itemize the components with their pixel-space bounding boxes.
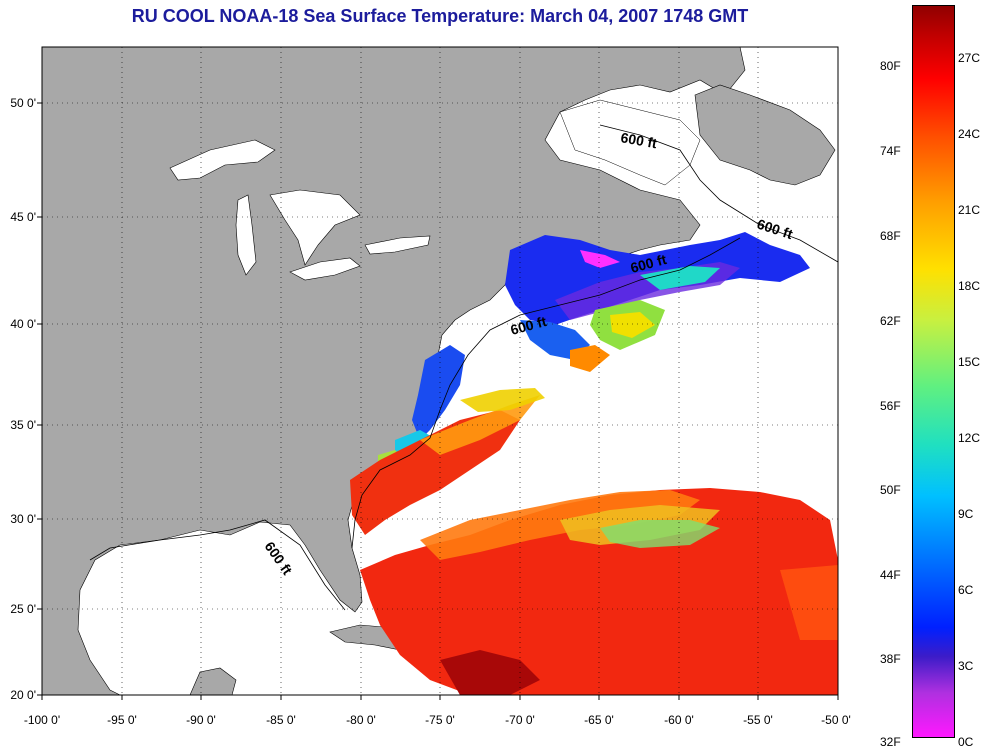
colorbar-f-label: 80F [880,59,901,73]
colorbar-f-label: 62F [880,314,901,328]
x-tick-label: -100 0' [24,713,60,727]
colorbar-f-label: 68F [880,229,901,243]
colorbar [912,5,955,738]
x-tick-label: -70 0' [505,713,535,727]
y-tick-label: 30 0' [10,512,36,526]
colorbar-c-label: 15C [958,355,981,369]
map-title: RU COOL NOAA-18 Sea Surface Temperature:… [131,6,749,26]
y-tick-label: 25 0' [10,602,36,616]
y-tick-label: 40 0' [10,317,36,331]
x-tick-label: -55 0' [743,713,773,727]
colorbar-f-label: 50F [880,483,901,497]
y-tick-label: 50 0' [10,96,36,110]
x-tick-label: -95 0' [107,713,137,727]
colorbar-c-label: 9C [958,507,974,521]
colorbar-c-label: 27C [958,51,981,65]
colorbar-f-label: 56F [880,399,901,413]
graticule [42,47,838,695]
colorbar-f-label: 44F [880,568,901,582]
x-tick-label: -90 0' [186,713,216,727]
contour-600ft [89,124,839,611]
colorbar-c-label: 3C [958,659,974,673]
x-tick-label: -50 0' [821,713,851,727]
colorbar-c-label: 21C [958,203,981,217]
sst-patches [350,232,838,695]
y-tick-label: 45 0' [10,210,36,224]
contour-label: 600 ft [619,129,658,151]
y-tick-label: 20 0' [10,688,36,702]
colorbar-c-label: 12C [958,431,981,445]
x-tick-label: -65 0' [584,713,614,727]
colorbar-c-label: 24C [958,127,981,141]
x-tick-label: -80 0' [346,713,376,727]
x-tick-label: -60 0' [664,713,694,727]
tick-marks [37,102,839,700]
colorbar-c-label: 6C [958,583,974,597]
colorbar-f-label: 74F [880,144,901,158]
colorbar-f-label: 32F [880,735,901,749]
x-tick-labels: -100 0' -95 0' -90 0' -85 0' -80 0' -75 … [24,713,851,727]
colorbar-c-label: 0C [958,735,974,749]
y-tick-label: 35 0' [10,418,36,432]
great-lakes [169,139,431,281]
colorbar-c-label: 18C [958,279,981,293]
x-tick-label: -75 0' [425,713,455,727]
colorbar-f-label: 38F [880,652,901,666]
y-tick-labels: 50 0' 45 0' 40 0' 35 0' 30 0' 25 0' 20 0… [10,96,36,702]
x-tick-label: -85 0' [266,713,296,727]
